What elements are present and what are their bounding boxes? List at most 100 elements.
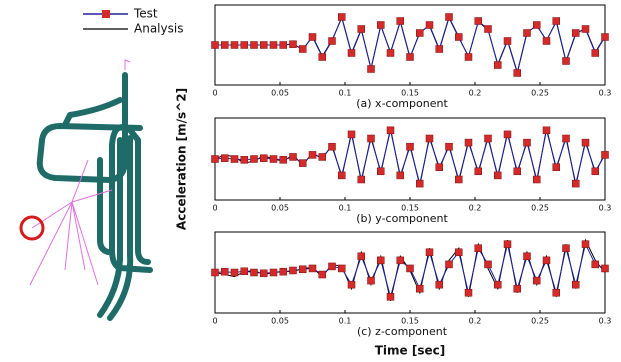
- data-marker: [280, 268, 287, 275]
- x-tick-label: 0.2: [469, 317, 482, 326]
- data-marker: [602, 34, 609, 41]
- data-marker: [582, 139, 589, 146]
- data-marker: [251, 269, 258, 276]
- data-marker: [212, 156, 219, 163]
- x-tick-label: 0.25: [531, 317, 549, 326]
- data-marker: [485, 261, 492, 268]
- data-marker: [407, 54, 414, 61]
- data-marker: [251, 42, 258, 49]
- data-marker: [368, 135, 375, 142]
- legend-label: Test: [133, 7, 158, 21]
- data-marker: [436, 281, 443, 288]
- data-marker: [397, 18, 404, 25]
- data-marker: [582, 241, 589, 248]
- data-marker: [494, 281, 501, 288]
- data-marker: [465, 139, 472, 146]
- subplot-title: (b) y-component: [356, 212, 448, 225]
- data-marker: [270, 42, 277, 49]
- data-marker: [309, 34, 316, 41]
- data-marker: [543, 38, 550, 45]
- data-marker: [338, 265, 345, 272]
- data-marker: [416, 180, 423, 187]
- legend-marker: [102, 10, 110, 18]
- data-marker: [592, 168, 599, 175]
- data-marker: [212, 269, 219, 276]
- data-marker: [221, 42, 228, 49]
- data-marker: [553, 164, 560, 171]
- data-marker: [592, 261, 599, 268]
- x-tick-label: 0: [212, 89, 217, 98]
- data-marker: [514, 285, 521, 292]
- data-marker: [465, 289, 472, 296]
- data-marker: [572, 30, 579, 37]
- data-marker: [553, 289, 560, 296]
- data-marker: [446, 143, 453, 150]
- data-marker: [319, 271, 326, 278]
- data-marker: [299, 266, 306, 273]
- data-marker: [260, 42, 267, 49]
- data-marker: [329, 38, 336, 45]
- data-marker: [592, 50, 599, 57]
- data-marker: [260, 155, 267, 162]
- data-marker: [397, 172, 404, 179]
- data-marker: [524, 139, 531, 146]
- data-marker: [504, 241, 511, 248]
- data-marker: [368, 66, 375, 73]
- data-marker: [455, 176, 462, 183]
- data-marker: [358, 26, 365, 33]
- legend-label: Analysis: [134, 22, 183, 36]
- data-marker: [543, 257, 550, 264]
- data-marker: [387, 127, 394, 134]
- data-marker: [572, 180, 579, 187]
- x-tick-label: 0.2: [469, 89, 482, 98]
- data-marker: [475, 18, 482, 25]
- data-marker: [524, 30, 531, 37]
- data-marker: [231, 269, 238, 276]
- data-marker: [377, 257, 384, 264]
- data-marker: [397, 257, 404, 264]
- data-marker: [563, 135, 570, 142]
- data-marker: [299, 160, 306, 167]
- data-marker: [221, 155, 228, 162]
- data-marker: [231, 42, 238, 49]
- data-marker: [602, 151, 609, 158]
- highlight-circle: [21, 217, 43, 239]
- data-marker: [377, 22, 384, 29]
- data-marker: [338, 172, 345, 179]
- x-tick-label: 0.05: [271, 89, 289, 98]
- data-marker: [455, 34, 462, 41]
- data-marker: [329, 143, 336, 150]
- pipe: [100, 160, 108, 252]
- data-marker: [270, 269, 277, 276]
- data-marker: [241, 268, 248, 275]
- data-marker: [465, 54, 472, 61]
- data-marker: [524, 253, 531, 260]
- data-marker: [485, 135, 492, 142]
- data-marker: [436, 46, 443, 53]
- pipe-model: [21, 60, 150, 318]
- data-marker: [426, 22, 433, 29]
- data-marker: [582, 26, 589, 33]
- x-tick-label: 0.1: [339, 204, 352, 213]
- x-tick-label: 0.3: [599, 317, 612, 326]
- data-marker: [319, 153, 326, 160]
- data-marker: [446, 14, 453, 21]
- data-marker: [485, 26, 492, 33]
- data-marker: [446, 261, 453, 268]
- data-marker: [455, 249, 462, 256]
- data-marker: [504, 38, 511, 45]
- data-marker: [514, 168, 521, 175]
- data-marker: [329, 263, 336, 270]
- y-axis-label: Acceleration [m/s^2]: [175, 88, 189, 230]
- x-tick-label: 0.3: [599, 89, 612, 98]
- x-tick-label: 0: [212, 204, 217, 213]
- x-tick-label: 0.1: [339, 89, 352, 98]
- data-marker: [348, 281, 355, 288]
- data-marker: [358, 253, 365, 260]
- x-tick-label: 0.05: [271, 317, 289, 326]
- data-marker: [280, 42, 287, 49]
- data-marker: [514, 70, 521, 77]
- data-marker: [290, 153, 297, 160]
- data-marker: [475, 245, 482, 252]
- data-marker: [387, 50, 394, 57]
